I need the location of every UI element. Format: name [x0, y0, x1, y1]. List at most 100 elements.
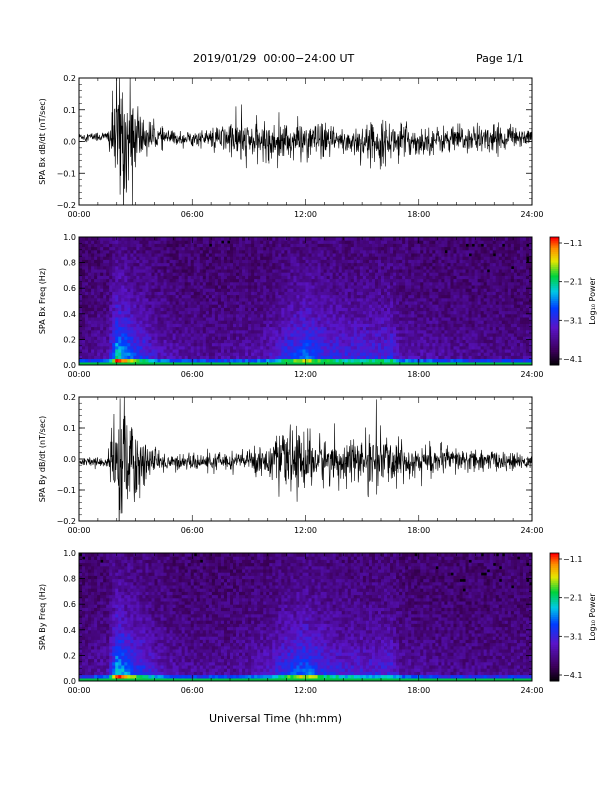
- spectrogram-cell: [311, 317, 316, 321]
- spectrogram-cell: [320, 326, 325, 331]
- spectrogram-cell: [202, 323, 207, 328]
- spectrogram-cell: [266, 249, 270, 254]
- spectrogram-cell: [211, 323, 216, 328]
- spectrogram-cell: [133, 326, 137, 331]
- spectrogram-cell: [356, 278, 361, 283]
- spectrogram-cell: [230, 355, 234, 360]
- spectrogram-cell: [79, 253, 83, 257]
- spectrogram-cell: [408, 285, 412, 289]
- spectrogram-cell: [281, 291, 285, 296]
- spectrogram-cell: [296, 291, 300, 296]
- spectrogram-cell: [317, 323, 322, 328]
- spectrogram-cell: [217, 301, 222, 305]
- spectrogram-cell: [263, 323, 267, 328]
- spectrogram-cell: [368, 355, 373, 360]
- spectrogram-cell: [299, 256, 303, 260]
- spectrogram-cell: [344, 243, 349, 248]
- spectrogram-cell: [242, 291, 246, 296]
- spectrogram-cell: [314, 285, 319, 289]
- spectrogram-cell: [411, 237, 415, 241]
- spectrogram-cell: [278, 285, 282, 289]
- spectrogram-cell: [139, 352, 143, 356]
- spectrogram-cell: [317, 253, 322, 257]
- spectrogram-cell: [118, 333, 122, 337]
- spectrogram-cell: [411, 336, 415, 340]
- spectrogram-cell: [393, 320, 397, 324]
- spectrogram-cell: [438, 301, 442, 305]
- spectrogram-cell: [248, 269, 252, 273]
- spectrogram-cell: [432, 336, 436, 340]
- spectrogram-cell: [432, 272, 436, 276]
- spectrogram-cell: [317, 355, 322, 360]
- spectrogram-cell: [429, 281, 433, 286]
- spectrogram-cell: [326, 317, 331, 321]
- spectrogram-cell: [438, 320, 442, 324]
- spectrogram-cell: [148, 297, 152, 302]
- spectrogram-cell: [184, 323, 189, 328]
- spectrogram-cell: [266, 272, 270, 276]
- spectrogram-cell: [199, 246, 204, 251]
- spectrogram-cell: [320, 358, 325, 363]
- spectrogram-cell: [178, 253, 183, 257]
- spectrogram-cell: [350, 345, 355, 350]
- spectrogram-cell: [444, 329, 448, 334]
- spectrogram-cell: [184, 342, 189, 347]
- spectrogram-cell: [320, 285, 325, 289]
- spectrogram-cell: [299, 355, 303, 360]
- spectrogram-cell: [381, 297, 385, 302]
- spectrogram-cell: [308, 275, 313, 280]
- spectrogram-cell: [350, 336, 355, 340]
- spectrogram-cell: [169, 333, 174, 337]
- spectrogram-cell: [196, 259, 201, 264]
- spectrogram-cell: [426, 269, 430, 273]
- spectrogram-cell: [217, 262, 222, 267]
- spectrogram-cell: [115, 345, 119, 350]
- spectrogram-cell: [344, 253, 349, 257]
- spectrogram-cell: [426, 262, 430, 267]
- spectrogram-cell: [408, 320, 412, 324]
- spectrogram-cell: [272, 246, 276, 251]
- spectrogram-cell: [263, 272, 267, 276]
- spectrogram-cell: [275, 339, 279, 344]
- spectrogram-cell: [133, 317, 137, 321]
- spectrogram-cell: [387, 307, 391, 312]
- spectrogram-cell: [196, 342, 201, 347]
- spectrogram-cell: [88, 246, 92, 251]
- spectrogram-cell: [368, 320, 373, 324]
- spectrogram-cell: [420, 259, 424, 264]
- spectrogram-cell: [293, 243, 297, 248]
- spectrogram-cell: [365, 246, 370, 251]
- spectrogram-cell: [130, 323, 134, 328]
- spectrogram-cell: [426, 326, 430, 331]
- spectrogram-cell: [115, 355, 119, 360]
- spectrogram-cell: [142, 272, 146, 276]
- spectrogram-cell: [187, 304, 192, 308]
- spectrogram-cell: [239, 333, 243, 337]
- spectrogram-cell: [266, 323, 270, 328]
- spectrogram-cell: [254, 345, 258, 350]
- spectrogram-cell: [347, 278, 352, 283]
- spectrogram-cell: [296, 301, 300, 305]
- spectrogram-cell: [145, 262, 149, 267]
- spectrogram-cell: [381, 339, 385, 344]
- spectrogram-cell: [317, 358, 322, 363]
- spectrogram-cell: [100, 291, 104, 296]
- spectrogram-cell: [136, 275, 140, 280]
- spectrogram-cell: [106, 333, 110, 337]
- spectrogram-cell: [230, 259, 234, 264]
- spectrogram-cell: [414, 237, 418, 241]
- spectrogram-cell: [79, 297, 83, 302]
- spectrogram-cell: [211, 336, 216, 340]
- spectrogram-cell: [257, 336, 261, 340]
- spectrogram-cell: [239, 272, 243, 276]
- spectrogram-cell: [118, 291, 122, 296]
- spectrogram-cell: [160, 285, 165, 289]
- spectrogram-cell: [317, 291, 322, 296]
- spectrogram-cell: [208, 237, 213, 241]
- spectrogram-cell: [320, 301, 325, 305]
- spectrogram-cell: [387, 342, 391, 347]
- spectrogram-cell: [193, 281, 198, 286]
- spectrogram-cell: [260, 253, 264, 257]
- spectrogram-cell: [187, 349, 192, 353]
- spectrogram-cell: [441, 294, 445, 299]
